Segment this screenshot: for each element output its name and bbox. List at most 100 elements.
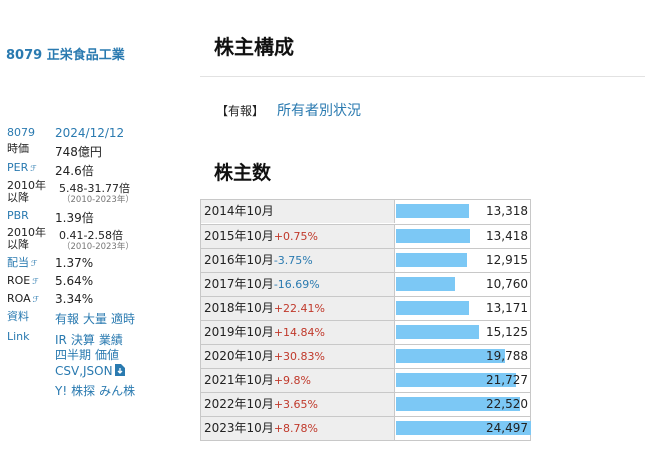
table-row: 2021年10月+9.8% 21,727 [201, 368, 530, 392]
row-change: +3.65% [273, 398, 318, 411]
row-bar-cell: 22,520 [396, 393, 531, 416]
row-value: 12,915 [486, 253, 528, 267]
link-row-1: IR 決算 業績 [55, 331, 127, 348]
ownership-report-link[interactable]: 所有者別状況 [277, 103, 361, 119]
row-date: 2014年10月 [201, 200, 395, 223]
link-label: Link [7, 330, 30, 343]
row-date-label: 2014年10月 [204, 204, 274, 218]
row-date: 2020年10月+30.83% [201, 345, 395, 368]
row-bar-cell: 13,418 [396, 225, 531, 248]
stock-code[interactable]: 8079 [7, 126, 35, 139]
row-value: 21,727 [486, 373, 528, 387]
page-title: 株主構成 [214, 35, 294, 59]
row-value: 22,520 [486, 397, 528, 411]
row-value: 10,760 [486, 277, 528, 291]
shareholder-bar [396, 277, 455, 291]
roa-label-text: ROA [7, 292, 31, 305]
link-yahoo[interactable]: Y! [55, 384, 68, 398]
row-date-label: 2023年10月 [204, 421, 274, 435]
row-date: 2021年10月+9.8% [201, 369, 395, 392]
row-date-label: 2019年10月 [204, 325, 274, 339]
chart-mark-icon[interactable]: ℱ [32, 295, 39, 304]
row-change: -16.69% [273, 278, 320, 291]
pbr-range-label-2: 以降 [7, 238, 29, 251]
link-kachi[interactable]: 価値 [95, 348, 120, 362]
row-bar-cell: 13,171 [396, 297, 531, 320]
link-kabutan[interactable]: 株探 [71, 384, 96, 398]
link-minkabu[interactable]: みん株 [99, 384, 136, 398]
chart-mark-icon: ℱ [30, 164, 37, 173]
table-row: 2023年10月+8.78% 24,497 [201, 416, 531, 440]
pbr-range-label-1: 2010年 [7, 226, 46, 239]
shareholder-bar [396, 253, 467, 267]
link-kessan[interactable]: 決算 [70, 333, 95, 347]
table-row: 2020年10月+30.83% 19,788 [201, 344, 530, 368]
row-date-label: 2022年10月 [204, 397, 274, 411]
row-change: +9.8% [273, 374, 311, 387]
row-change: +8.78% [273, 422, 318, 435]
roa-label: ROA ℱ [7, 293, 39, 306]
per-range-years: （2010-2023年） [62, 195, 134, 205]
report-tag: 【有報】 [216, 104, 265, 118]
shareholder-bar [396, 397, 520, 411]
per-value: 24.6倍 [55, 164, 94, 178]
sidebar: 8079 正栄食品工業 8079 2024/12/12 時価 748億円 PER… [0, 0, 200, 467]
yield-label-text: 配当 [7, 256, 29, 269]
download-file-icon[interactable] [114, 364, 125, 376]
table-row: 2018年10月+22.41% 13,171 [201, 296, 530, 320]
row-value: 13,318 [486, 204, 528, 218]
row-change: +30.83% [273, 350, 325, 363]
roe-value: 5.64% [55, 274, 94, 288]
link-row-2: 四半期 価値 [55, 346, 123, 363]
row-bar-cell: 10,760 [396, 273, 531, 296]
shareholder-bar [396, 325, 479, 339]
shareholder-bar [396, 229, 470, 243]
row-bar-cell: 21,727 [396, 369, 531, 392]
roe-label-text: ROE [7, 274, 31, 287]
row-value: 13,171 [486, 301, 528, 315]
link-gyoseki[interactable]: 業績 [98, 333, 123, 347]
row-bar-cell: 13,318 [396, 200, 531, 223]
per-label[interactable]: PER ℱ [7, 162, 37, 175]
roa-value: 3.34% [55, 292, 94, 306]
row-change: +0.75% [273, 230, 318, 243]
row-date-label: 2021年10月 [204, 373, 274, 387]
marketcap-label: 時価 [7, 142, 29, 155]
shareholder-bar [396, 421, 531, 435]
shareholder-count-table: 2014年10月 13,318 2015年10月+0.75% 13,418 2016年1… [200, 199, 531, 441]
row-date: 2018年10月+22.41% [201, 297, 395, 320]
row-date-label: 2018年10月 [204, 301, 274, 315]
row-date: 2019年10月+14.84% [201, 321, 395, 344]
docs-link-tekiji[interactable]: 適時 [111, 312, 136, 326]
link-csv-json[interactable]: CSV,JSON [55, 364, 113, 378]
link-row-4: Y! 株探 みん株 [55, 382, 139, 399]
per-range-label-1: 2010年 [7, 179, 46, 192]
link-ir[interactable]: IR [55, 333, 67, 347]
docs-link-yuho[interactable]: 有報 [55, 312, 80, 326]
row-date-label: 2016年10月 [204, 253, 274, 267]
yield-label[interactable]: 配当 ℱ [7, 257, 37, 270]
per-label-text: PER [7, 161, 29, 174]
row-bar-cell: 12,915 [396, 249, 531, 272]
table-row: 2019年10月+14.84% 15,125 [201, 320, 530, 344]
row-value: 15,125 [486, 325, 528, 339]
pbr-range-years: （2010-2023年） [62, 242, 134, 252]
row-date: 2016年10月-3.75% [201, 249, 395, 272]
marketcap-value: 748億円 [55, 145, 102, 159]
link-row-3: CSV,JSON [55, 364, 125, 378]
pbr-value: 1.39倍 [55, 211, 94, 225]
row-value: 13,418 [486, 229, 528, 243]
row-date: 2017年10月-16.69% [201, 273, 395, 296]
company-title[interactable]: 8079 正栄食品工業 [6, 44, 125, 63]
shareholder-bar [396, 373, 516, 387]
docs-link-tairyo[interactable]: 大量 [83, 312, 108, 326]
row-value: 24,497 [486, 421, 528, 435]
table-row: 2014年10月 13,318 [201, 200, 530, 224]
pbr-label[interactable]: PBR [7, 209, 29, 222]
row-change: -3.75% [273, 254, 313, 267]
shareholder-bar [396, 204, 469, 218]
docs-links: 有報 大量 適時 [55, 310, 139, 327]
yield-value: 1.37% [55, 256, 94, 270]
link-shihanki[interactable]: 四半期 [55, 348, 92, 362]
chart-mark-icon[interactable]: ℱ [32, 277, 39, 286]
